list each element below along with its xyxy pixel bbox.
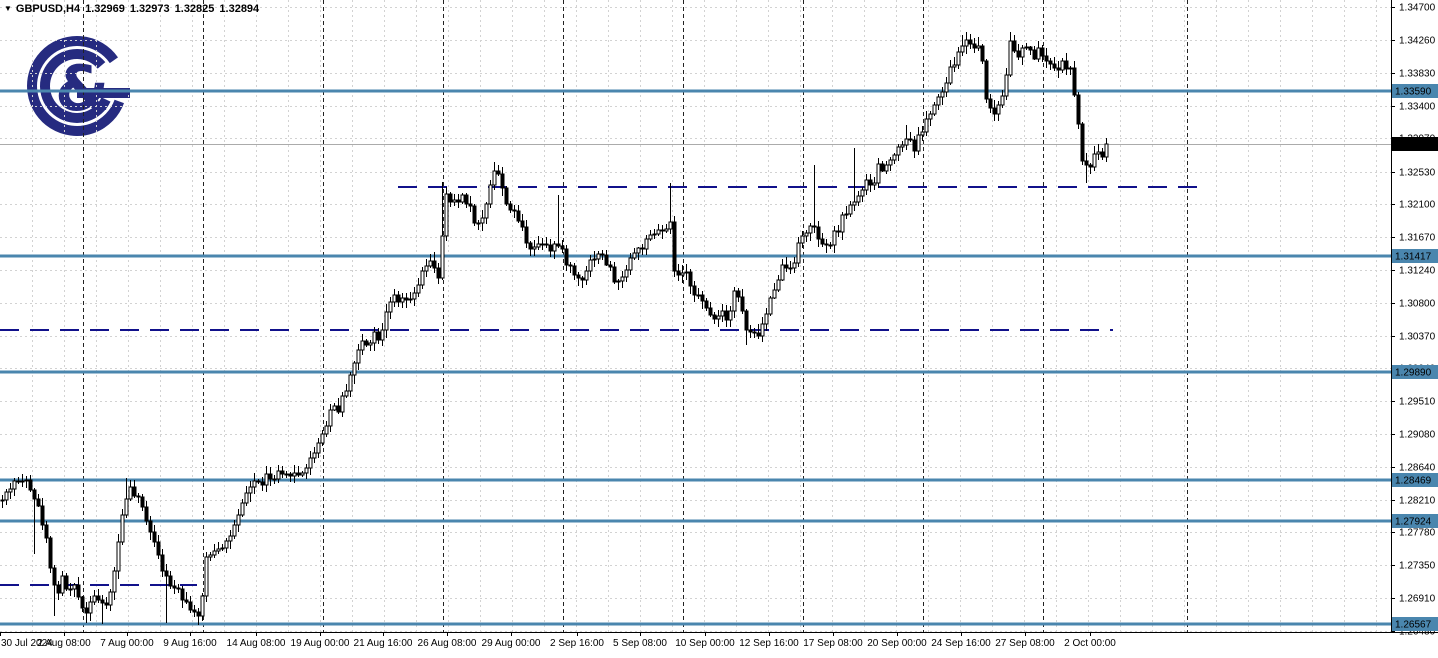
price-tick-label: 1.32530 [1399, 168, 1436, 179]
time-tick-label: 7 Aug 00:00 [100, 638, 154, 649]
price-tick-label: 1.29510 [1399, 397, 1436, 408]
price-tick-label: 1.33830 [1399, 69, 1436, 80]
price-tick-label: 1.31240 [1399, 266, 1436, 277]
time-tick-label: 2 Sep 16:00 [550, 638, 604, 649]
time-tick-label: 17 Sep 08:00 [803, 638, 863, 649]
price-tick-label: 1.33400 [1399, 102, 1436, 113]
symbol-period-label: GBPUSD,H4 [15, 3, 81, 15]
svg-text:&: & [55, 52, 109, 125]
level-price-tag: 1.26567 [1395, 620, 1432, 631]
time-tick-label: 24 Sep 16:00 [931, 638, 991, 649]
candles [0, 32, 1109, 625]
level-price-tag: 1.29890 [1395, 368, 1432, 379]
ohlc-low: 1.32825 [174, 3, 215, 15]
time-tick-label: 26 Aug 08:00 [418, 638, 477, 649]
time-tick-label: 12 Sep 16:00 [739, 638, 799, 649]
current-price-tag-bg [1392, 137, 1438, 151]
level-lines[interactable] [0, 89, 1391, 626]
price-tick-label: 1.34260 [1399, 36, 1436, 47]
time-tick-label: 20 Sep 00:00 [867, 638, 927, 649]
level-price-tag: 1.27924 [1395, 517, 1432, 528]
time-tick-label: 9 Aug 16:00 [163, 638, 217, 649]
time-tick-label: 29 Aug 00:00 [482, 638, 541, 649]
ohlc-open: 1.32969 [85, 3, 125, 15]
price-tick-label: 1.32100 [1399, 200, 1436, 211]
price-tick-label: 1.31670 [1399, 233, 1436, 244]
grid [0, 0, 1391, 632]
price-tick-label: 1.30370 [1399, 332, 1436, 343]
price-tick-label: 1.27350 [1399, 561, 1436, 572]
price-tick-label: 1.30800 [1399, 299, 1436, 310]
time-tick-label: 2 Oct 00:00 [1064, 638, 1116, 649]
period-separators [83, 0, 1188, 632]
price-tags: 1.33590 1.31417 1.29890 1.28469 1.27924 1.265… [1392, 84, 1438, 631]
time-tick-label: 5 Sep 08:00 [613, 638, 667, 649]
symbol-marker-icon: ▼ [4, 4, 12, 13]
price-tick-label: 1.28210 [1399, 496, 1436, 507]
price-tick-label: 1.34700 [1399, 3, 1436, 14]
ohlc-high: 1.32973 [129, 3, 170, 15]
price-tick-label: 1.28640 [1399, 463, 1436, 474]
level-price-tag: 1.31417 [1395, 252, 1432, 263]
dashed-level-lines[interactable] [0, 186, 1200, 586]
time-tick-label: 21 Aug 16:00 [354, 638, 413, 649]
chart-title: ▼ GBPUSD,H4 1.32969 1.32973 1.32825 1.32894 [4, 3, 264, 15]
level-price-tag: 1.33590 [1395, 87, 1432, 98]
time-tick-label: 27 Sep 08:00 [995, 638, 1055, 649]
time-tick-label: 2 Aug 08:00 [37, 638, 91, 649]
current-price-tag: 1.32894 [1395, 140, 1432, 151]
price-tick-label: 1.26910 [1399, 594, 1436, 605]
time-tick-label: 10 Sep 00:00 [675, 638, 735, 649]
ohlc-close: 1.32894 [219, 3, 260, 15]
time-tick-label: 30 Jul 2024 [1, 638, 53, 649]
price-tick-label: 1.27780 [1399, 528, 1436, 539]
price-tick-label: 1.29080 [1399, 430, 1436, 441]
time-tick-label: 14 Aug 08:00 [227, 638, 286, 649]
level-price-tag: 1.28469 [1395, 476, 1432, 487]
time-tick-label: 19 Aug 00:00 [291, 638, 350, 649]
